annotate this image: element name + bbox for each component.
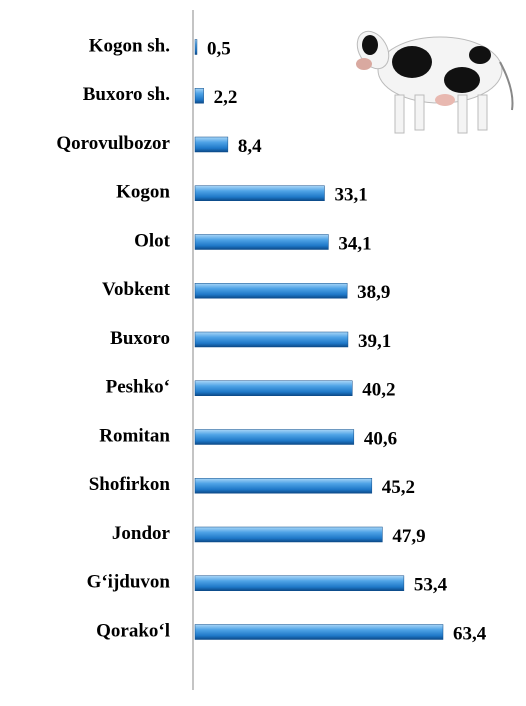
bar	[194, 575, 405, 591]
cow-illustration	[356, 30, 514, 134]
value-label: 34,1	[338, 233, 371, 254]
value-label: 63,4	[453, 623, 487, 644]
category-label: Kogon sh.	[89, 35, 170, 56]
value-label: 2,2	[214, 87, 238, 108]
value-label: 39,1	[358, 331, 391, 352]
value-label: 38,9	[357, 282, 390, 303]
value-label: 8,4	[238, 136, 262, 157]
bar	[194, 526, 383, 543]
category-label: Qorako‘l	[96, 620, 170, 641]
category-label: Peshko‘	[106, 377, 170, 398]
category-label: Qorovulbozor	[56, 133, 170, 154]
category-label: Shofirkon	[89, 474, 171, 495]
value-label: 45,2	[382, 477, 415, 498]
bar	[194, 331, 349, 348]
value-label: 47,9	[392, 526, 425, 547]
value-label: 40,6	[364, 428, 397, 449]
value-label: 40,2	[362, 380, 395, 401]
bar	[194, 478, 373, 494]
category-label: Jondor	[112, 523, 171, 544]
bar	[194, 234, 329, 250]
bar	[194, 39, 198, 55]
value-label: 0,5	[207, 38, 231, 59]
category-label: Buxoro	[110, 328, 170, 349]
category-label: G‘ijduvon	[87, 572, 171, 593]
value-label: 53,4	[414, 575, 448, 596]
category-label: Kogon	[116, 182, 170, 203]
bar	[194, 136, 229, 153]
category-label: Vobkent	[102, 279, 171, 300]
bar	[194, 624, 444, 640]
bar	[194, 283, 348, 299]
category-label: Olot	[134, 230, 171, 251]
category-label: Buxoro sh.	[83, 84, 170, 105]
bar	[194, 429, 355, 445]
value-label: 33,1	[334, 185, 367, 206]
category-label: Romitan	[99, 425, 170, 446]
bar	[194, 185, 325, 201]
bar	[194, 380, 353, 396]
bar	[194, 88, 204, 104]
